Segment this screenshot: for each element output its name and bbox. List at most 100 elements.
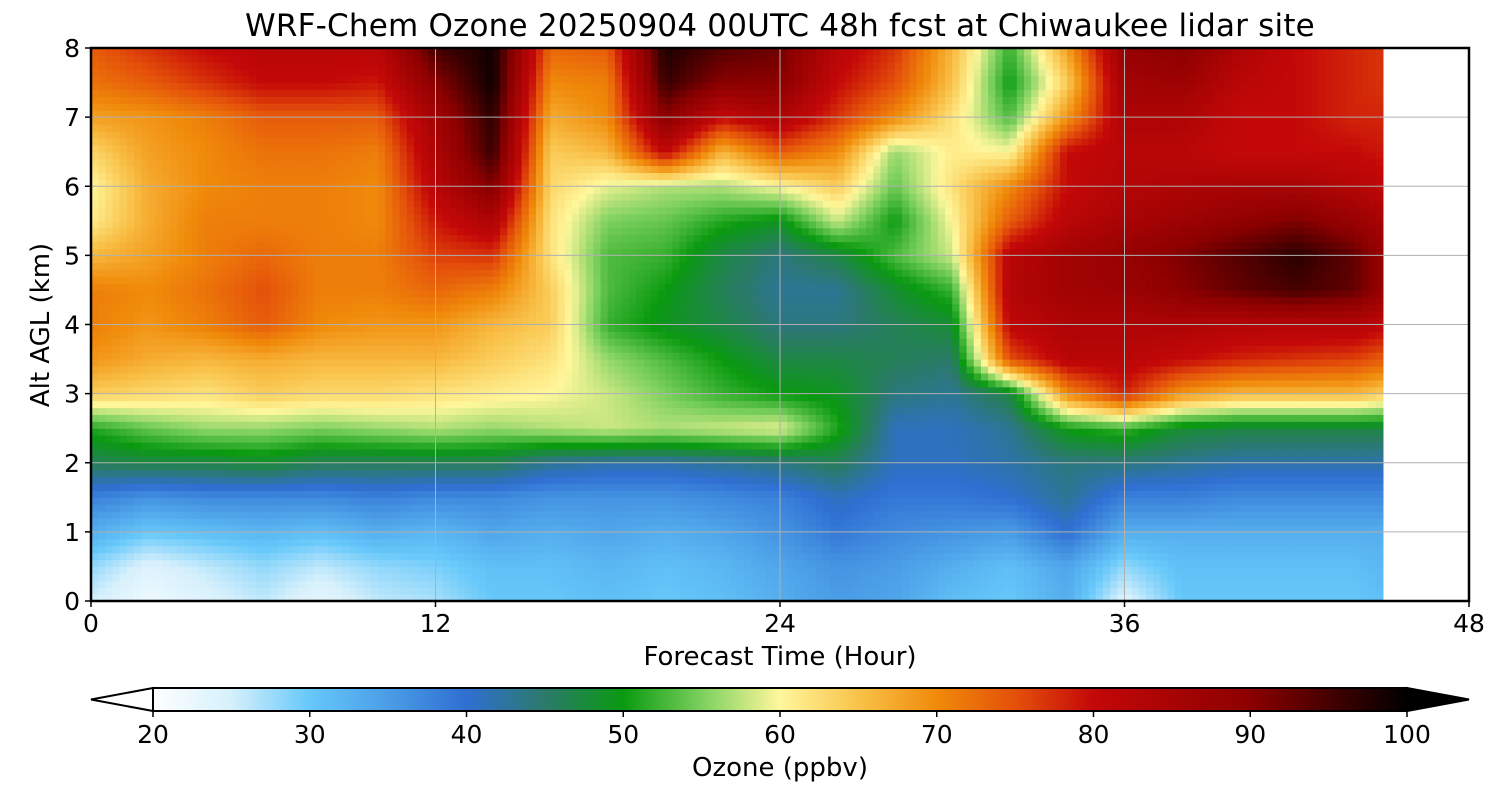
heatmap-cell [378,435,386,443]
heatmap-cell [392,566,401,574]
heatmap-cell [528,117,537,125]
heatmap-cell [385,296,394,305]
heatmap-cell [234,241,243,250]
heatmap-cell [299,469,307,478]
heatmap-cell [184,255,193,263]
heatmap-cell [335,476,343,485]
heatmap-cell [521,518,530,526]
heatmap-cell [471,213,480,222]
heatmap-cell [342,103,350,111]
heatmap-cell [327,511,336,519]
heatmap-cell [155,255,164,263]
heatmap-cell [449,497,458,505]
heatmap-cell [134,379,142,388]
heatmap-cell [277,124,286,132]
heatmap-cell [349,386,358,395]
heatmap-cell [91,54,99,63]
heatmap-cell [284,552,293,561]
heatmap-cell [141,186,150,194]
heatmap-cell [148,400,157,409]
heatmap-cell [349,518,358,526]
heatmap-cell [406,117,415,125]
heatmap-cell [299,331,307,339]
heatmap-cell [507,137,516,146]
heatmap-cell [91,255,99,263]
heatmap-cell [413,151,422,160]
heatmap-cell [162,151,171,160]
heatmap-cell [177,262,185,270]
heatmap-cell [535,518,544,526]
heatmap-cell [169,317,178,326]
heatmap-cell [528,462,537,471]
heatmap-cell [356,310,365,319]
heatmap-cell [327,289,336,298]
heatmap-cell [313,386,322,395]
heatmap-cell [449,566,458,574]
heatmap-cell [98,124,106,132]
heatmap-cell [349,566,358,574]
heatmap-cell [270,538,279,547]
heatmap-cell [335,365,343,374]
heatmap-cell [378,573,386,581]
heatmap-cell [98,213,106,222]
heatmap-cell [320,317,329,326]
heatmap-cell [263,414,272,422]
heatmap-cell [91,68,99,77]
heatmap-cell [435,248,444,256]
heatmap-cell [91,414,99,422]
heatmap-cell [535,365,544,374]
heatmap-cell [320,193,329,201]
heatmap-cell [134,269,142,277]
heatmap-cell [464,151,472,160]
heatmap-cell [227,186,236,194]
heatmap-cell [198,538,207,547]
heatmap-cell [177,511,185,519]
heatmap-cell [141,89,150,97]
heatmap-cell [514,213,523,222]
heatmap-cell [284,428,293,436]
heatmap-cell [442,234,451,243]
heatmap-cell [378,414,386,422]
heatmap-cell [177,255,185,263]
heatmap-cell [370,172,379,180]
heatmap-cell [528,359,537,367]
heatmap-cell [485,75,494,84]
heatmap-cell [184,365,193,374]
heatmap-cell [535,594,544,601]
heatmap-cell [507,151,516,160]
heatmap-cell [327,518,336,526]
heatmap-cell [528,538,537,547]
heatmap-cell [191,276,200,284]
heatmap-cell [177,234,185,243]
heatmap-cell [277,200,286,208]
heatmap-cell [485,213,494,222]
heatmap-cell [112,54,121,63]
heatmap-cell [342,587,350,595]
heatmap-cell [507,428,516,436]
heatmap-cell [370,124,379,132]
heatmap-cell [535,428,544,436]
heatmap-cell [378,421,386,429]
heatmap-cell [191,158,200,167]
heatmap-cell [241,580,250,588]
heatmap-cell [413,518,422,526]
heatmap-cell [492,75,501,84]
heatmap-cell [105,179,114,187]
heatmap-cell [141,428,150,436]
heatmap-cell [184,103,193,111]
heatmap-cell [184,524,193,533]
heatmap-cell [191,504,200,512]
heatmap-cell [169,158,178,167]
heatmap-cell [385,324,394,333]
heatmap-cell [162,213,171,222]
heatmap-cell [98,296,106,305]
heatmap-cell [277,455,286,464]
heatmap-cell [141,580,150,588]
heatmap-cell [256,497,264,505]
heatmap-cell [191,455,200,464]
heatmap-cell [464,455,472,464]
heatmap-cell [392,186,401,194]
heatmap-cell [241,393,250,402]
heatmap-cell [356,573,365,581]
heatmap-cell [198,552,207,561]
